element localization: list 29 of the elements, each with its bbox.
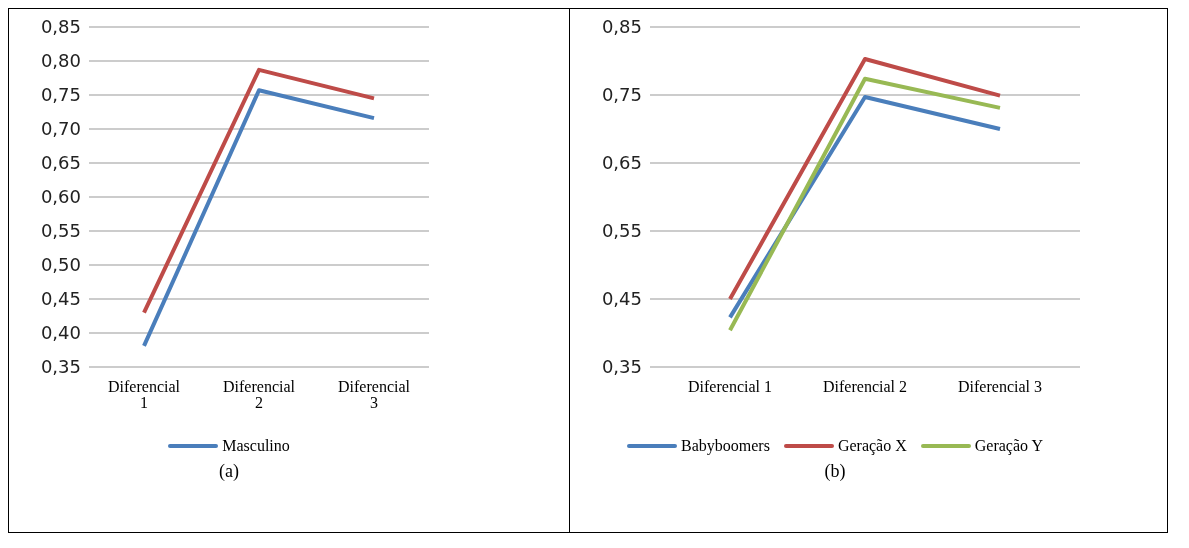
y-tick-label: 0,85 bbox=[40, 16, 81, 38]
y-tick-label: 0,65 bbox=[601, 152, 642, 174]
text: (b) bbox=[823, 461, 847, 482]
y-tick-label: 0,45 bbox=[40, 288, 81, 310]
text: (a) bbox=[218, 461, 240, 482]
x-tick-label: Diferencial 1 bbox=[688, 378, 772, 396]
y-tick-label: 0,85 bbox=[601, 16, 642, 38]
y-tick-label: 0,75 bbox=[601, 84, 642, 106]
legend-label: Geração Y bbox=[974, 437, 1043, 455]
y-tick-label: 0,55 bbox=[40, 220, 81, 242]
y-tick-label: 0,70 bbox=[40, 118, 81, 140]
y-tick-label: 0,50 bbox=[40, 254, 81, 276]
x-tick-label: Diferencial 3 bbox=[338, 378, 411, 412]
y-tick-label: 0,75 bbox=[40, 84, 81, 106]
x-tick-label: Diferencial 3 bbox=[958, 378, 1042, 396]
legend-label: Masculino bbox=[222, 437, 290, 455]
x-tick-label: Diferencial 2 bbox=[223, 378, 296, 412]
legend-label: Babyboomers bbox=[681, 437, 770, 455]
y-tick-label: 0,35 bbox=[601, 356, 642, 378]
y-tick-label: 0,80 bbox=[40, 50, 81, 72]
legend-label: Geração X bbox=[837, 437, 907, 455]
x-tick-label: Diferencial 1 bbox=[108, 378, 181, 412]
y-tick-label: 0,45 bbox=[601, 288, 642, 310]
y-tick-label: 0,35 bbox=[40, 356, 81, 378]
y-tick-label: 0,40 bbox=[40, 322, 81, 344]
y-tick-label: 0,55 bbox=[601, 220, 642, 242]
x-tick-label: Diferencial 2 bbox=[823, 378, 907, 396]
y-tick-label: 0,60 bbox=[40, 186, 81, 208]
y-tick-label: 0,65 bbox=[40, 152, 81, 174]
